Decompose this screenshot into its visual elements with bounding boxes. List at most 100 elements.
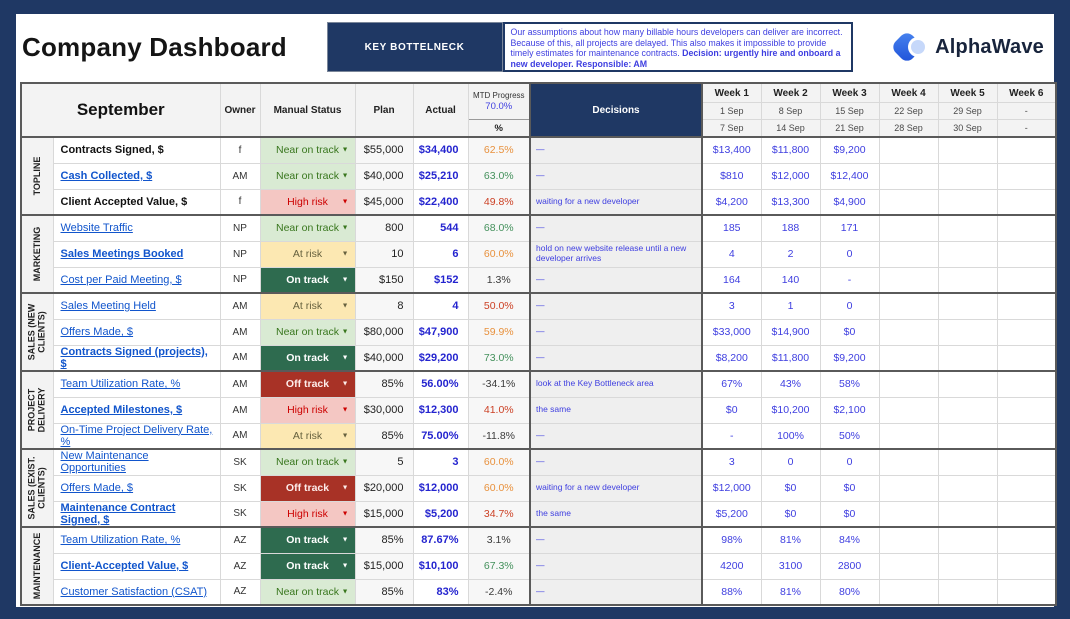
- metric-link[interactable]: Sales Meeting Held: [60, 300, 156, 313]
- metric-link[interactable]: Maintenance Contract Signed, $: [60, 501, 176, 526]
- status-dropdown[interactable]: At risk ▼: [259, 240, 356, 268]
- status-label: High risk: [287, 507, 328, 520]
- week-6-value-cell: [996, 578, 1057, 606]
- metric-link[interactable]: Team Utilization Rate, %: [60, 378, 181, 391]
- metric-cell: Accepted Milestones, $: [52, 396, 221, 424]
- plan-cell: 5: [354, 448, 414, 476]
- plan-cell: $40,000: [354, 344, 414, 372]
- status-dropdown[interactable]: Off track ▼: [259, 474, 356, 502]
- mtd-progress-cell: 34.7%: [467, 500, 531, 528]
- owner-cell: AM: [219, 396, 261, 424]
- table-row: SALES (NEW CLIENTS) Sales Meeting Held AM A…: [20, 292, 1057, 372]
- status-dropdown[interactable]: Near on track ▼: [259, 448, 356, 476]
- table-row: Offers Made, $ AM Near on track ▼ $80,000 $47…: [21, 318, 1057, 346]
- metric-cell: On-Time Project Delivery Rate, %: [52, 422, 221, 450]
- status-dropdown[interactable]: High risk ▼: [259, 396, 356, 424]
- decision-cell: look at the Key Bottleneck area: [529, 370, 703, 398]
- decision-cell: the same: [529, 500, 703, 528]
- metric-link[interactable]: New Maintenance Opportunities: [60, 450, 149, 475]
- brand-logo: AlphaWave: [853, 30, 1051, 64]
- metric-link[interactable]: Accepted Milestones, $: [60, 404, 183, 416]
- decision-cell: waiting for a new developer: [529, 474, 703, 502]
- kpi-table-body: TOPLINE Contracts Signed, $ f Near on track…: [20, 136, 1057, 606]
- week-1-label: Week 1: [714, 87, 749, 99]
- table-header-row: September Owner Manual Status Plan Actua…: [20, 82, 1057, 138]
- metric-link[interactable]: Website Traffic: [60, 222, 133, 235]
- table-row: Cost per Paid Meeting, $ NP On track ▼ $150 $…: [21, 266, 1057, 294]
- chevron-down-icon: ▼: [341, 458, 349, 466]
- week-1-value-cell: $810: [701, 162, 762, 190]
- chevron-down-icon: ▼: [341, 302, 349, 310]
- week-4-value-cell: [878, 318, 939, 346]
- actual-cell: $12,300: [412, 396, 469, 424]
- status-label: High risk: [287, 404, 328, 416]
- metric-link[interactable]: Cash Collected, $: [60, 170, 153, 182]
- actual-cell: $22,400: [412, 188, 469, 216]
- metric-cell: New Maintenance Opportunities: [52, 448, 221, 476]
- week-5-header: Week 5 29 Sep 30 Sep: [937, 82, 998, 138]
- decision-cell: the same: [529, 396, 703, 424]
- metric-link[interactable]: Customer Satisfaction (CSAT): [60, 585, 208, 598]
- week-5-value-cell: [937, 396, 998, 424]
- week-6-value-cell: [996, 214, 1057, 242]
- week-1-value-cell: $8,200: [701, 344, 762, 372]
- metric-link[interactable]: Sales Meetings Booked: [60, 248, 184, 260]
- week-1-value-cell: $0: [701, 396, 762, 424]
- chevron-down-icon: ▼: [341, 224, 349, 232]
- metric-link[interactable]: Client-Accepted Value, $: [60, 560, 189, 572]
- actual-cell: 87.67%: [412, 526, 469, 554]
- status-dropdown[interactable]: Near on track ▼: [259, 136, 356, 164]
- status-dropdown[interactable]: High risk ▼: [259, 500, 356, 528]
- actual-cell: 83%: [412, 578, 469, 606]
- plan-cell: 85%: [354, 422, 414, 450]
- plan-cell: $45,000: [354, 188, 414, 216]
- metric-link[interactable]: Offers Made, $: [60, 482, 134, 494]
- week-1-value-cell: 164: [701, 266, 762, 294]
- metric-cell: Contracts Signed, $: [52, 136, 221, 164]
- week-3-value-cell: 0: [819, 292, 880, 320]
- week-4-value-cell: [878, 292, 939, 320]
- week-4-value-cell: [878, 344, 939, 372]
- week-3-value-cell: 58%: [819, 370, 880, 398]
- actual-column-header: Actual: [412, 82, 469, 138]
- status-dropdown[interactable]: On track ▼: [259, 526, 356, 554]
- group-label-text: SALES (EXIST. CLIENTS): [26, 456, 48, 520]
- status-dropdown[interactable]: At risk ▼: [259, 422, 356, 450]
- actual-cell: 4: [412, 292, 469, 320]
- status-dropdown[interactable]: Near on track ▼: [259, 578, 356, 606]
- table-row: On-Time Project Delivery Rate, % AM At ris…: [21, 422, 1057, 450]
- status-dropdown[interactable]: Near on track ▼: [259, 214, 356, 242]
- group-label-text: MAINTENANCE: [32, 532, 43, 600]
- week-2-value-cell: 1: [760, 292, 821, 320]
- status-label: High risk: [287, 195, 328, 208]
- metric-link[interactable]: Team Utilization Rate, %: [60, 534, 181, 547]
- week-3-label: Week 3: [832, 87, 867, 99]
- metric-link[interactable]: Offers Made, $: [60, 326, 134, 338]
- kpi-table: September Owner Manual Status Plan Actua…: [20, 82, 1057, 606]
- status-dropdown[interactable]: On track ▼: [259, 266, 356, 294]
- week-1-value-cell: -: [701, 422, 762, 450]
- owner-cell: AZ: [219, 578, 261, 606]
- status-dropdown[interactable]: Near on track ▼: [259, 162, 356, 190]
- week-1-header: Week 1 1 Sep 7 Sep: [701, 82, 762, 138]
- week-6-value-cell: [996, 500, 1057, 528]
- status-dropdown[interactable]: Near on track ▼: [259, 318, 356, 346]
- week-5-value-cell: [937, 240, 998, 268]
- status-dropdown[interactable]: Off track ▼: [259, 370, 356, 398]
- status-dropdown[interactable]: High risk ▼: [259, 188, 356, 216]
- week-1-value-cell: 4200: [701, 552, 762, 580]
- metric-cell: Cost per Paid Meeting, $: [52, 266, 221, 294]
- status-label: On track: [286, 351, 329, 364]
- chevron-down-icon: ▼: [341, 406, 349, 414]
- metric-link[interactable]: On-Time Project Delivery Rate, %: [60, 423, 213, 448]
- week-5-value-cell: [937, 578, 998, 606]
- metric-link[interactable]: Cost per Paid Meeting, $: [60, 273, 182, 286]
- mtd-top: MTD Progress 70.0%: [469, 84, 529, 119]
- metric-link[interactable]: Contracts Signed (projects), $: [60, 345, 208, 370]
- status-dropdown[interactable]: On track ▼: [259, 552, 356, 580]
- week-5-value-cell: [937, 526, 998, 554]
- mtd-progress-cell: -2.4%: [467, 578, 531, 606]
- chevron-down-icon: ▼: [341, 172, 349, 180]
- status-dropdown[interactable]: At risk ▼: [259, 292, 356, 320]
- status-dropdown[interactable]: On track ▼: [259, 344, 356, 372]
